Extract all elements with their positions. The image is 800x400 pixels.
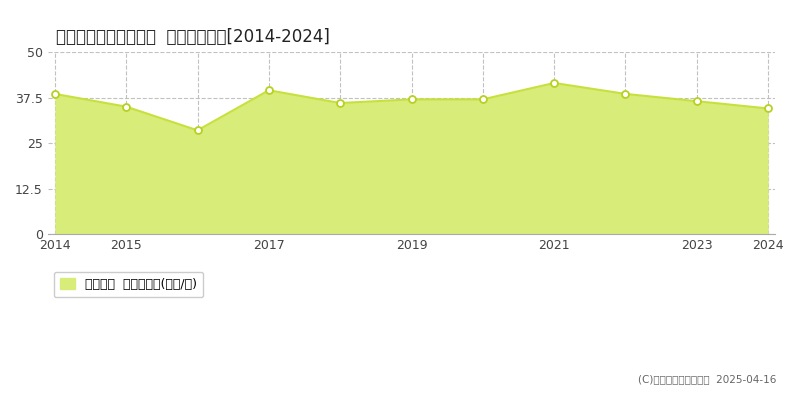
- Legend: 土地価格  平均坪単価(万円/坪): 土地価格 平均坪単価(万円/坪): [54, 272, 203, 297]
- Text: 足柄上郡開成町みなみ  土地価格推移[2014-2024]: 足柄上郡開成町みなみ 土地価格推移[2014-2024]: [56, 28, 330, 46]
- Text: (C)土地価格ドットコム  2025-04-16: (C)土地価格ドットコム 2025-04-16: [638, 374, 776, 384]
